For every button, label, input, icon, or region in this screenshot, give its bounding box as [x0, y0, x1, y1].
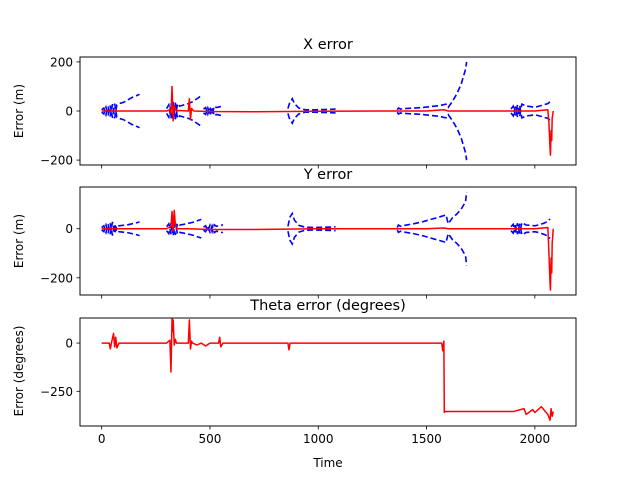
- x-error-series-10: [510, 101, 551, 117]
- x-error-series-7: [287, 111, 336, 126]
- x-error-plot-area: [101, 61, 555, 161]
- theta-error-axes-frame: [79, 317, 577, 427]
- theta-error-plot-area: [101, 318, 554, 421]
- y-error-axes-frame: [79, 186, 577, 296]
- x-error-series-1: [101, 103, 140, 129]
- x-error-title: X error: [303, 37, 353, 53]
- x-error-axes-border: [79, 56, 577, 166]
- y-error-axes-border: [79, 186, 577, 296]
- theta-error-xtick-label: 2000: [520, 432, 551, 446]
- theta-error-ytick-label: 0: [65, 337, 73, 351]
- y-error-panel: Y error Error (m) −200 0: [12, 167, 577, 299]
- x-error-series-2: [165, 95, 202, 120]
- x-error-series-9: [396, 111, 468, 161]
- x-error-series-6: [287, 96, 336, 111]
- theta-error-title: Theta error (degrees): [249, 298, 406, 314]
- theta-error-xlabel: Time: [312, 456, 342, 470]
- y-error-series-8: [396, 191, 468, 228]
- y-error-series-7: [287, 229, 336, 246]
- theta-error-xtick-label: 0: [98, 432, 106, 446]
- y-error-plot-area: [101, 191, 555, 291]
- theta-error-series-0: [101, 318, 554, 421]
- y-error-series-12: [101, 209, 555, 291]
- y-error-title: Y error: [303, 167, 353, 183]
- theta-error-ytick-label: −250: [40, 385, 73, 399]
- x-error-ylabel: Error (m): [12, 84, 26, 138]
- y-error-ticks: −200 0: [40, 222, 536, 299]
- x-error-ytick-label: 0: [65, 105, 73, 119]
- x-error-series-8: [396, 61, 468, 111]
- y-error-ylabel: Error (m): [12, 214, 26, 268]
- y-error-series-2: [165, 218, 202, 236]
- theta-error-xtick-label: 500: [199, 432, 222, 446]
- theta-error-ticks: 0 500 1000 1500 2000 −250 0: [40, 337, 550, 446]
- y-error-series-10: [510, 218, 551, 234]
- theta-error-ylabel: Error (degrees): [12, 326, 26, 417]
- y-error-ytick-label: −200: [40, 271, 73, 285]
- theta-error-axes-border: [79, 317, 577, 427]
- x-error-series-11: [510, 105, 551, 121]
- x-error-series-12: [101, 85, 555, 156]
- x-error-ytick-label: 200: [50, 55, 73, 69]
- theta-error-panel: Theta error (degrees) Error (degrees) 0 5…: [12, 298, 577, 470]
- x-error-ticks: −200 0 200: [40, 55, 536, 169]
- x-error-ytick-label: −200: [40, 154, 73, 168]
- theta-error-xtick-label: 1000: [303, 432, 334, 446]
- theta-error-xtick-label: 1500: [411, 432, 442, 446]
- y-error-series-11: [510, 223, 551, 240]
- y-error-series-9: [396, 229, 468, 266]
- x-error-series-0: [101, 93, 140, 119]
- x-error-panel: X error Error (m) −200 0 200: [12, 37, 577, 169]
- y-error-ytick-label: 0: [65, 222, 73, 236]
- y-error-series-6: [287, 211, 336, 229]
